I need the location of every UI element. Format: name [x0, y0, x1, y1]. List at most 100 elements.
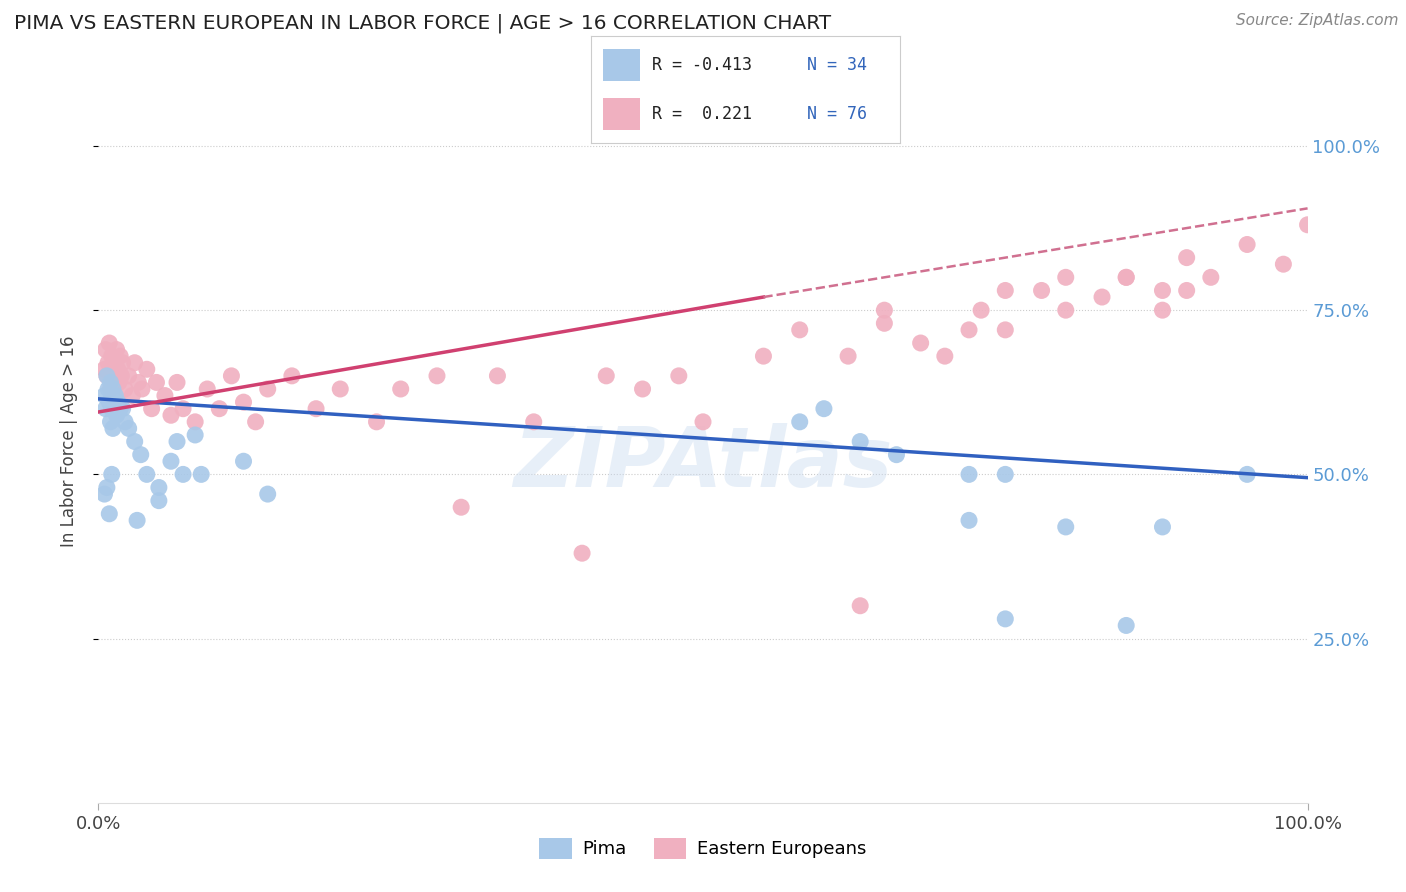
Point: [104, 376, 127, 390]
Point: [221, 368, 243, 383]
Point: [631, 382, 654, 396]
Point: [160, 409, 183, 423]
Point: [1054, 520, 1077, 534]
Point: [1054, 303, 1077, 318]
Point: [110, 368, 132, 383]
Point: [103, 356, 125, 370]
Point: [752, 349, 775, 363]
Point: [127, 513, 149, 527]
Point: [96, 368, 118, 383]
Point: [571, 546, 593, 560]
Point: [426, 368, 449, 383]
Point: [523, 415, 546, 429]
Point: [1031, 284, 1053, 298]
Point: [101, 368, 124, 383]
Point: [1199, 270, 1222, 285]
Point: [366, 415, 388, 429]
Point: [93, 388, 115, 402]
Point: [148, 481, 170, 495]
Point: [172, 401, 194, 416]
Point: [849, 599, 872, 613]
Point: [100, 415, 122, 429]
Point: [886, 448, 908, 462]
Point: [105, 409, 128, 423]
Point: [837, 349, 859, 363]
Point: [208, 401, 231, 416]
Point: [100, 388, 122, 402]
Point: [153, 388, 176, 402]
Point: [98, 336, 121, 351]
Text: ZIPAtlas: ZIPAtlas: [513, 423, 893, 504]
Point: [97, 356, 120, 370]
Point: [813, 401, 835, 416]
Point: [232, 395, 254, 409]
Point: [256, 382, 278, 396]
Point: [957, 467, 980, 482]
Point: [994, 323, 1017, 337]
Point: [135, 362, 157, 376]
Point: [108, 401, 131, 416]
Point: [93, 362, 115, 376]
Point: [121, 388, 143, 402]
Point: [789, 415, 811, 429]
Point: [789, 323, 811, 337]
Point: [994, 284, 1017, 298]
Point: [105, 343, 128, 357]
Point: [957, 513, 980, 527]
Point: [970, 303, 993, 318]
Point: [100, 349, 122, 363]
Text: PIMA VS EASTERN EUROPEAN IN LABOR FORCE | AGE > 16 CORRELATION CHART: PIMA VS EASTERN EUROPEAN IN LABOR FORCE …: [14, 13, 831, 33]
Point: [692, 415, 714, 429]
Point: [94, 343, 117, 357]
Point: [131, 382, 153, 396]
Point: [97, 382, 120, 396]
Point: [124, 434, 146, 449]
Point: [96, 368, 118, 383]
Point: [148, 493, 170, 508]
Text: N = 76: N = 76: [807, 105, 868, 123]
Point: [994, 612, 1017, 626]
Point: [166, 434, 188, 449]
Point: [184, 428, 207, 442]
Point: [184, 415, 207, 429]
Y-axis label: In Labor Force | Age > 16: In Labor Force | Age > 16: [59, 335, 77, 548]
Point: [1175, 284, 1198, 298]
Text: Source: ZipAtlas.com: Source: ZipAtlas.com: [1236, 13, 1399, 29]
Point: [114, 382, 136, 396]
Point: [93, 487, 115, 501]
Point: [450, 500, 472, 515]
Point: [98, 395, 121, 409]
Point: [910, 336, 932, 351]
Point: [281, 368, 304, 383]
Point: [107, 362, 129, 376]
Point: [100, 376, 122, 390]
Point: [145, 376, 167, 390]
Point: [256, 487, 278, 501]
Text: R = -0.413: R = -0.413: [652, 55, 752, 73]
Point: [195, 382, 218, 396]
Point: [1054, 270, 1077, 285]
Point: [1115, 618, 1137, 632]
Point: [124, 356, 146, 370]
FancyBboxPatch shape: [603, 98, 640, 130]
Point: [98, 507, 121, 521]
Point: [994, 467, 1017, 482]
Point: [111, 401, 134, 416]
Point: [1115, 270, 1137, 285]
Point: [934, 349, 956, 363]
Point: [118, 421, 141, 435]
Point: [957, 323, 980, 337]
Point: [329, 382, 352, 396]
Point: [135, 467, 157, 482]
Point: [1236, 237, 1258, 252]
Point: [101, 382, 124, 396]
FancyBboxPatch shape: [603, 48, 640, 80]
Point: [1152, 284, 1174, 298]
Point: [100, 401, 122, 416]
Point: [1296, 218, 1319, 232]
Point: [172, 467, 194, 482]
Point: [1115, 270, 1137, 285]
Point: [118, 368, 141, 383]
Point: [232, 454, 254, 468]
Point: [1272, 257, 1295, 271]
